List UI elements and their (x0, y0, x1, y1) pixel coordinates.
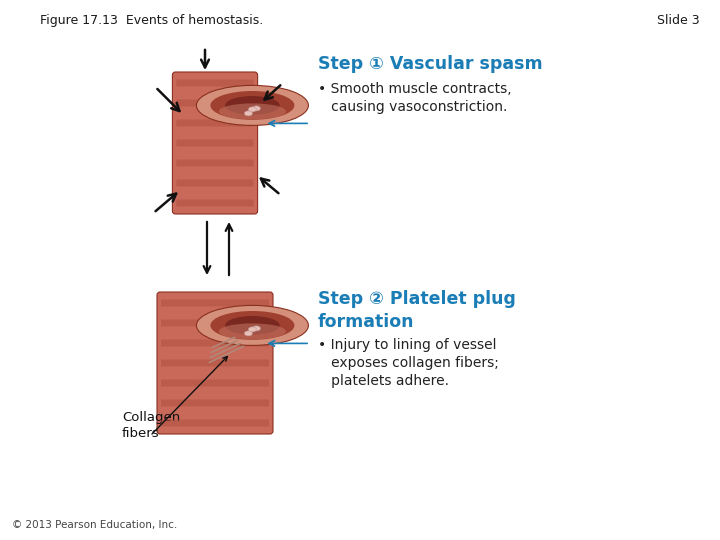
Text: platelets adhere.: platelets adhere. (318, 374, 449, 388)
Ellipse shape (225, 316, 279, 335)
Text: Step ② Platelet plug: Step ② Platelet plug (318, 290, 516, 308)
FancyBboxPatch shape (157, 292, 273, 434)
FancyBboxPatch shape (161, 380, 269, 387)
Ellipse shape (197, 306, 308, 346)
Text: • Smooth muscle contracts,: • Smooth muscle contracts, (318, 82, 512, 96)
Ellipse shape (244, 111, 253, 116)
FancyBboxPatch shape (161, 420, 269, 427)
FancyBboxPatch shape (176, 179, 253, 186)
Ellipse shape (219, 323, 286, 340)
FancyBboxPatch shape (176, 139, 253, 146)
Ellipse shape (248, 107, 256, 112)
Ellipse shape (225, 96, 279, 115)
FancyBboxPatch shape (161, 320, 269, 327)
Text: Step ① Vascular spasm: Step ① Vascular spasm (318, 55, 543, 73)
Text: causing vasoconstriction.: causing vasoconstriction. (318, 100, 508, 114)
Ellipse shape (210, 91, 294, 120)
Text: formation: formation (318, 313, 415, 331)
Text: Slide 3: Slide 3 (657, 14, 700, 27)
Text: Figure 17.13  Events of hemostasis.: Figure 17.13 Events of hemostasis. (40, 14, 264, 27)
Text: exposes collagen fibers;: exposes collagen fibers; (318, 356, 499, 370)
FancyBboxPatch shape (176, 159, 253, 166)
FancyBboxPatch shape (176, 119, 253, 126)
Text: © 2013 Pearson Education, Inc.: © 2013 Pearson Education, Inc. (12, 520, 177, 530)
Text: • Injury to lining of vessel: • Injury to lining of vessel (318, 338, 497, 352)
Ellipse shape (210, 311, 294, 340)
FancyBboxPatch shape (161, 360, 269, 367)
FancyBboxPatch shape (176, 79, 253, 86)
FancyBboxPatch shape (176, 99, 253, 106)
Ellipse shape (248, 327, 256, 332)
FancyBboxPatch shape (161, 300, 269, 307)
Text: Collagen
fibers: Collagen fibers (122, 411, 180, 440)
FancyBboxPatch shape (161, 400, 269, 407)
FancyBboxPatch shape (176, 199, 253, 206)
Ellipse shape (244, 331, 253, 336)
FancyBboxPatch shape (172, 72, 258, 214)
Ellipse shape (253, 106, 261, 111)
Ellipse shape (219, 103, 286, 119)
FancyBboxPatch shape (161, 340, 269, 347)
Ellipse shape (197, 85, 308, 125)
Ellipse shape (253, 326, 261, 331)
